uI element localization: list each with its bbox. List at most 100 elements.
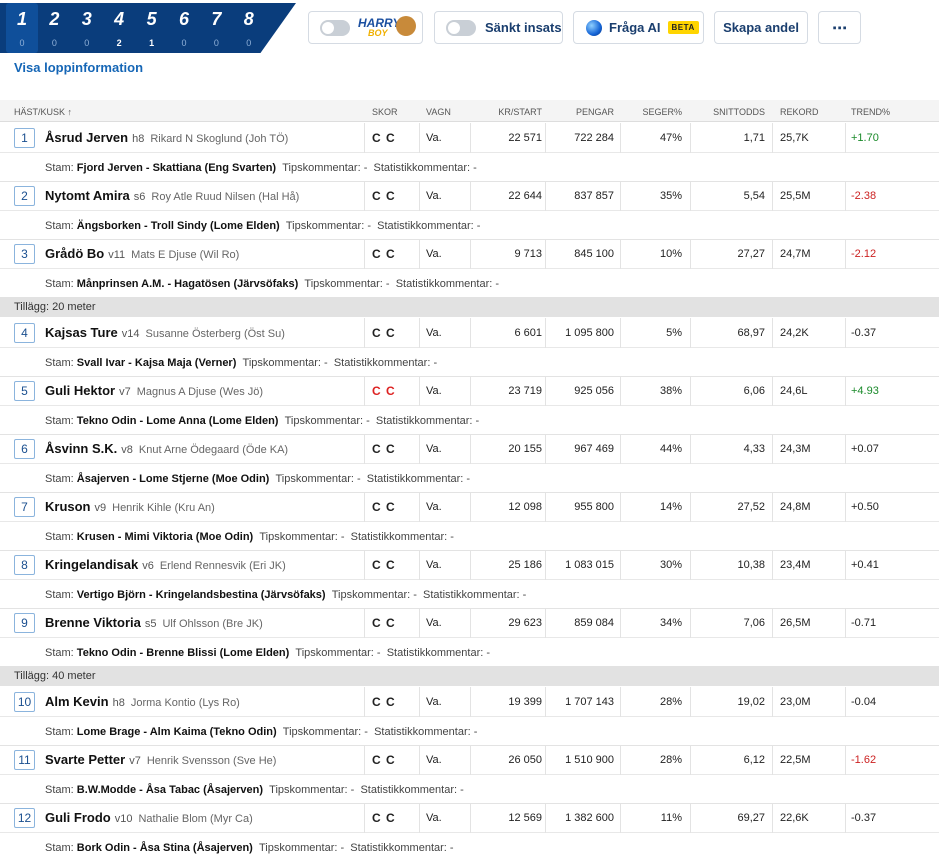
start-number[interactable]: 5 (14, 381, 35, 401)
driver-name[interactable]: Susanne Österberg (Öst Su) (145, 328, 285, 340)
horse-name[interactable]: Kringelandisak v6 Erlend Rennesvik (Eri JK… (45, 557, 286, 572)
table-row[interactable]: 1 Åsrud Jerven h8 Rikard N Skoglund (Joh TÖ… (0, 123, 939, 153)
driver-name[interactable]: Henrik Kihle (Kru An) (112, 502, 215, 514)
create-share-button[interactable]: Skapa andel (714, 11, 808, 44)
start-number[interactable]: 10 (14, 692, 35, 712)
horse-name[interactable]: Grådö Bo v11 Mats E Djuse (Wil Ro) (45, 246, 239, 261)
table-row[interactable]: 3 Grådö Bo v11 Mats E Djuse (Wil Ro) C C Va. 9… (0, 239, 939, 269)
pedigree-label: Stam: (45, 589, 74, 601)
harry-boy-toggle-button[interactable]: HARRY BOY (308, 11, 423, 44)
column-divider (772, 181, 773, 211)
horse-name[interactable]: Brenne Viktoria s5 Ulf Ohlsson (Bre JK) (45, 615, 263, 630)
trend-percent: +1.70 (851, 132, 879, 144)
create-share-label: Skapa andel (723, 20, 799, 35)
average-odds: 27,52 (737, 501, 765, 513)
table-row[interactable]: 10 Alm Kevin h8 Jorma Kontio (Lys Ro) C C Va.… (0, 687, 939, 717)
total-money: 925 056 (574, 385, 614, 397)
total-money: 967 469 (574, 443, 614, 455)
stats-comment: Statistikkommentar: - (360, 784, 464, 796)
stats-comment: Statistikkommentar: - (373, 162, 477, 174)
tips-comment: Tipskommentar: - (285, 220, 371, 232)
tips-comment: Tipskommentar: - (304, 278, 390, 290)
column-divider (545, 239, 546, 269)
col-kr-start[interactable]: KR/START (498, 107, 542, 117)
table-row[interactable]: 2 Nytomt Amira s6 Roy Atle Ruud Nilsen (Hal… (0, 181, 939, 211)
col-horse[interactable]: HÄST/KUSK ↑ (14, 107, 73, 117)
column-divider (545, 376, 546, 406)
column-divider (364, 745, 365, 775)
table-row[interactable]: 6 Åsvinn S.K. v8 Knut Arne Ödegaard (Öde KA… (0, 434, 939, 464)
more-options-button[interactable]: ⋯ (818, 11, 861, 44)
col-money[interactable]: PENGAR (575, 107, 614, 117)
record-time: 24,7M (780, 248, 811, 260)
table-row[interactable]: 11 Svarte Petter v7 Henrik Svensson (Sve He… (0, 745, 939, 775)
horse-name[interactable]: Svarte Petter v7 Henrik Svensson (Sve He) (45, 752, 276, 767)
start-number[interactable]: 11 (14, 750, 35, 770)
driver-name[interactable]: Mats E Djuse (Wil Ro) (131, 249, 240, 261)
table-row[interactable]: 9 Brenne Viktoria s5 Ulf Ohlsson (Bre JK) C … (0, 608, 939, 638)
driver-name[interactable]: Erlend Rennesvik (Eri JK) (159, 560, 286, 572)
start-number[interactable]: 2 (14, 186, 35, 206)
driver-name[interactable]: Rikard N Skoglund (Joh TÖ) (150, 133, 289, 145)
trend-percent: -2.12 (851, 248, 877, 260)
start-number[interactable]: 9 (14, 613, 35, 633)
horse-name[interactable]: Guli Hektor v7 Magnus A Djuse (Wes Jö) (45, 383, 263, 398)
driver-name[interactable]: Nathalie Blom (Myr Ca) (138, 813, 253, 825)
shoes-indicator: C C (372, 811, 396, 825)
race-info-link[interactable]: Visa loppinformation (14, 60, 144, 75)
horse-name[interactable]: Guli Frodo v10 Nathalie Blom (Myr Ca) (45, 810, 253, 825)
horse-name[interactable]: Kajsas Ture v14 Susanne Österberg (Öst Su) (45, 325, 285, 340)
start-number[interactable]: 3 (14, 244, 35, 264)
shoes-indicator: C C (372, 247, 396, 261)
driver-name[interactable]: Magnus A Djuse (Wes Jö) (136, 386, 264, 398)
sulky-type: Va. (426, 385, 442, 397)
column-divider (419, 318, 420, 348)
horse-name[interactable]: Åsrud Jerven h8 Rikard N Skoglund (Joh TÖ) (45, 130, 288, 145)
column-divider (470, 492, 471, 522)
driver-name[interactable]: Roy Atle Ruud Nilsen (Hal Hå) (151, 191, 300, 203)
harry-boy-toggle[interactable] (320, 19, 350, 36)
start-number[interactable]: 1 (14, 128, 35, 148)
table-row[interactable]: 7 Kruson v9 Henrik Kihle (Kru An) C C Va. 12 0… (0, 492, 939, 522)
start-number[interactable]: 12 (14, 808, 35, 828)
pedigree-info: Stam: Tekno Odin - Lome Anna (Lome Elden… (45, 415, 479, 427)
table-row[interactable]: 8 Kringelandisak v6 Erlend Rennesvik (Eri J… (0, 550, 939, 580)
horse-name-text: Kruson (45, 499, 91, 514)
table-row[interactable]: 5 Guli Hektor v7 Magnus A Djuse (Wes Jö) C C… (0, 376, 939, 406)
driver-name[interactable]: Jorma Kontio (Lys Ro) (130, 697, 240, 709)
reduced-stake-button[interactable]: Sänkt insats (434, 11, 563, 44)
start-number[interactable]: 8 (14, 555, 35, 575)
start-number[interactable]: 4 (14, 323, 35, 343)
table-row[interactable]: 4 Kajsas Ture v14 Susanne Österberg (Öst Su… (0, 318, 939, 348)
horse-name[interactable]: Nytomt Amira s6 Roy Atle Ruud Nilsen (Hal … (45, 188, 299, 203)
tips-comment: Tipskommentar: - (242, 357, 328, 369)
col-sulky[interactable]: VAGN (426, 107, 451, 117)
driver-name[interactable]: Ulf Ohlsson (Bre JK) (162, 618, 263, 630)
table-row[interactable]: 12 Guli Frodo v10 Nathalie Blom (Myr Ca) C C… (0, 803, 939, 833)
col-trend[interactable]: TREND% (851, 107, 891, 117)
col-record[interactable]: REKORD (780, 107, 819, 117)
col-avg-odds[interactable]: SNITTODDS (713, 107, 765, 117)
ask-ai-button[interactable]: Fråga AI BETA (573, 11, 704, 44)
reduced-stake-toggle[interactable] (446, 19, 476, 36)
sulky-type: Va. (426, 190, 442, 202)
horse-name[interactable]: Alm Kevin h8 Jorma Kontio (Lys Ro) (45, 694, 240, 709)
driver-name[interactable]: Henrik Svensson (Sve He) (146, 755, 277, 767)
driver-name[interactable]: Knut Arne Ödegaard (Öde KA) (138, 444, 289, 456)
col-shoes[interactable]: SKOR (372, 107, 398, 117)
start-number[interactable]: 7 (14, 497, 35, 517)
start-number[interactable]: 6 (14, 439, 35, 459)
col-win-pct[interactable]: SEGER% (642, 107, 682, 117)
sulky-type: Va. (426, 617, 442, 629)
horse-name[interactable]: Kruson v9 Henrik Kihle (Kru An) (45, 499, 215, 514)
horse-name[interactable]: Åsvinn S.K. v8 Knut Arne Ödegaard (Öde KA) (45, 441, 288, 456)
